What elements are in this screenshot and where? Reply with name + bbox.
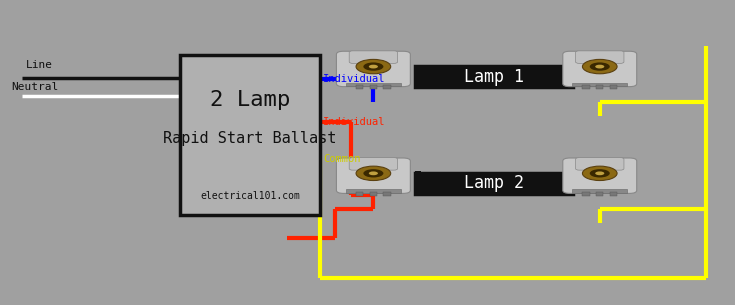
Bar [596, 192, 603, 196]
Circle shape [356, 59, 391, 74]
Bar [384, 192, 391, 196]
Bar [415, 173, 573, 194]
Circle shape [369, 65, 378, 68]
Text: Individual: Individual [323, 74, 386, 84]
Bar [180, 55, 320, 215]
Bar [596, 85, 603, 89]
FancyBboxPatch shape [563, 51, 637, 87]
Text: Rapid Start Ballast: Rapid Start Ballast [163, 131, 337, 146]
Bar [384, 85, 391, 89]
Bar [582, 192, 589, 196]
Bar [567, 65, 573, 88]
FancyBboxPatch shape [349, 158, 398, 170]
FancyBboxPatch shape [576, 51, 624, 63]
Circle shape [369, 171, 378, 175]
Circle shape [582, 166, 617, 181]
Circle shape [589, 169, 610, 178]
Bar [415, 65, 421, 88]
Bar [610, 192, 617, 196]
Bar [573, 189, 627, 193]
Bar [582, 85, 589, 89]
Circle shape [363, 169, 384, 178]
Text: Individual: Individual [323, 117, 386, 127]
Circle shape [589, 63, 610, 71]
FancyBboxPatch shape [337, 51, 410, 87]
Circle shape [363, 63, 384, 71]
FancyBboxPatch shape [349, 51, 398, 63]
FancyBboxPatch shape [563, 158, 637, 193]
Circle shape [595, 65, 604, 68]
Bar [346, 83, 401, 86]
Text: Line: Line [26, 60, 53, 70]
Text: Lamp 2: Lamp 2 [465, 174, 524, 192]
FancyBboxPatch shape [576, 158, 624, 170]
FancyBboxPatch shape [337, 158, 410, 193]
Bar [356, 85, 363, 89]
Bar [610, 85, 617, 89]
Bar [346, 189, 401, 193]
Bar [567, 171, 573, 195]
Text: Lamp 1: Lamp 1 [465, 67, 524, 86]
Circle shape [595, 171, 604, 175]
Text: Neutral: Neutral [11, 81, 58, 92]
Bar [573, 83, 627, 86]
Text: 2 Lamp: 2 Lamp [209, 90, 290, 110]
Bar [370, 192, 377, 196]
Bar [415, 66, 573, 87]
Bar [370, 85, 377, 89]
Text: electrical101.com: electrical101.com [200, 191, 300, 201]
Circle shape [582, 59, 617, 74]
Text: Common: Common [323, 154, 361, 163]
Bar [415, 171, 421, 195]
Bar [356, 192, 363, 196]
Circle shape [356, 166, 391, 181]
